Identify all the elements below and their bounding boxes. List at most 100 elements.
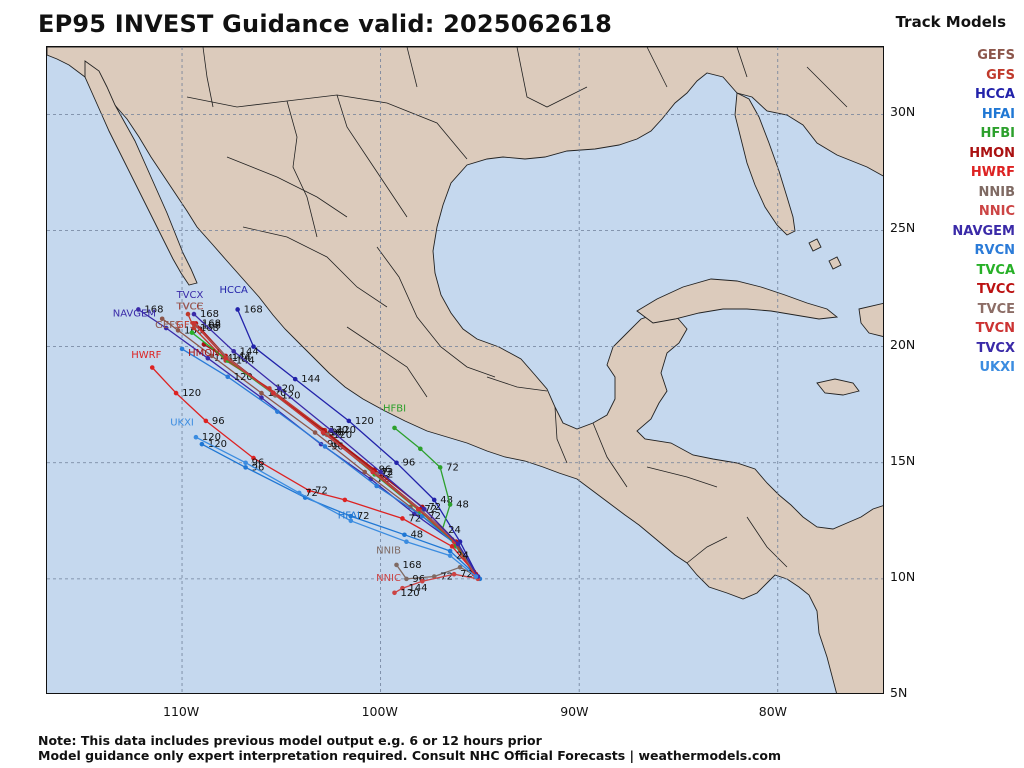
forecast-hour-label: 168 — [402, 560, 421, 571]
forecast-hour-label: 96 — [327, 439, 340, 450]
legend-item-tvcn: TVCN — [975, 321, 1015, 336]
note-line-1: Note: This data includes previous model … — [38, 733, 542, 748]
forecast-hour-label: 48 — [410, 530, 423, 541]
land-baja-california — [84, 60, 198, 286]
track-point-navgem-2 — [412, 511, 417, 517]
track-point-hfbi-4 — [437, 465, 443, 470]
lon-label-90w: 90W — [560, 704, 589, 719]
forecast-hour-label: 168 — [200, 309, 219, 320]
forecast-hour-label: 120 — [208, 439, 227, 450]
track-point-nnic-3 — [400, 585, 405, 591]
forecast-hour-label: 96 — [212, 416, 225, 427]
lat-lon-grid — [47, 47, 883, 693]
track-point-rvcn-3 — [374, 483, 379, 489]
map-panel[interactable]: 7296144168961201689612016848961201441684… — [46, 46, 884, 694]
map-model-label-hfai: HFAI — [338, 510, 360, 521]
note-line-2: Model guidance only expert interpretatio… — [38, 748, 781, 763]
track-point-nnic-2 — [420, 578, 425, 584]
track-point-nnib-1 — [457, 564, 463, 570]
track-point-navgem-7 — [163, 325, 169, 331]
legend-item-hfbi: HFBI — [980, 126, 1015, 141]
political-borders — [186, 47, 848, 568]
track-point-tvcx-2 — [421, 506, 427, 512]
track-point-ukxi-0 — [473, 574, 479, 579]
forecast-hour-label: 168 — [202, 321, 221, 332]
legend-item-tvce: TVCE — [977, 301, 1015, 317]
track-point-hwrf-3 — [342, 497, 348, 503]
track-point-ukxi-3 — [348, 518, 354, 524]
legend-item-navgem: NAVGEM — [952, 223, 1015, 239]
land-hispaniola — [858, 302, 883, 337]
forecast-hour-label: 72 — [357, 511, 370, 522]
forecast-hour-label: 96 — [329, 428, 342, 439]
page-title: EP95 INVEST Guidance valid: 2025062618 — [38, 10, 613, 38]
track-point-hcca-6 — [251, 344, 256, 349]
forecast-hour-label: 24 — [456, 551, 469, 562]
map-model-label-navgem: NAVGEM — [113, 308, 156, 319]
track-point-tvcx-5 — [277, 386, 282, 391]
track-point-hfbi-6 — [392, 425, 397, 431]
track-point-nnib-4 — [394, 562, 399, 568]
lat-label-30n: 30N — [890, 104, 916, 120]
forecast-hour-label: 96 — [331, 428, 344, 439]
track-line-hcca — [237, 309, 479, 577]
forecast-hour-label: 72 — [428, 502, 441, 513]
legend-item-rvcn: RVCN — [974, 243, 1016, 258]
legend: GEFS GFS HCCA HFAI HFBI HMON HWRF NNIB NNIC NAVGE… — [952, 46, 1015, 378]
forecast-hour-label: 120 — [333, 430, 352, 441]
track-point-gefs-3 — [362, 469, 368, 475]
forecast-hour-label: 96 — [252, 462, 265, 473]
track-point-tvcn-4 — [320, 430, 326, 435]
track-point-hfai-3 — [348, 513, 354, 519]
track-point-hfai-2 — [402, 532, 407, 538]
legend-item-nnib: NNIB — [978, 184, 1015, 200]
track-point-tvcx-1 — [455, 541, 461, 547]
track-point-tvcn-3 — [370, 469, 375, 475]
forecast-hour-label: 144 — [232, 353, 251, 364]
forecast-hour-label: 72 — [440, 572, 453, 583]
track-point-ukxi-6 — [193, 434, 199, 440]
lon-label-100w: 100W — [361, 704, 398, 719]
track-point-hwrf-8 — [149, 365, 155, 370]
map-canvas[interactable]: 7296144168961201689612016848961201441684… — [47, 47, 884, 694]
map-model-label-hwrf: HWRF — [131, 350, 161, 361]
track-point-gefs-6 — [209, 353, 215, 359]
track-point-gefs-7 — [175, 328, 181, 333]
lat-label-25n: 25N — [890, 220, 916, 236]
track-point-rvcn-6 — [225, 374, 231, 380]
track-point-hfai-6 — [199, 441, 205, 447]
forecast-hour-label: 96 — [412, 574, 425, 585]
forecast-hour-label: 120 — [202, 432, 221, 443]
forecast-hour-label: 144 — [301, 374, 320, 385]
forecast-hour-label: 120 — [275, 383, 294, 394]
lat-label-15n: 15N — [890, 452, 916, 468]
track-point-nnic-1 — [451, 571, 457, 577]
legend-item-hcca: HCCA — [974, 87, 1015, 102]
legend-item-ukxi: UKXI — [979, 360, 1016, 375]
legend-item-gefs: GEFS — [977, 48, 1015, 63]
track-point-gefs-4 — [312, 430, 318, 435]
map-model-label-ukxi: UKXI — [170, 418, 194, 429]
forecast-hour-label: 48 — [440, 495, 453, 506]
track-point-hcca-3 — [394, 460, 399, 466]
track-point-tvcx-4 — [328, 427, 334, 433]
forecast-hour-label: 72 — [446, 462, 459, 473]
track-point-tvcx-3 — [378, 469, 383, 475]
track-point-hfai-1 — [447, 548, 453, 554]
footer-note: Note: This data includes previous model … — [38, 733, 781, 763]
track-point-hwrf-1 — [449, 544, 455, 549]
track-point-gefs-5 — [259, 390, 264, 396]
legend-title: Track Models — [895, 13, 1006, 31]
forecast-hour-label: 120 — [234, 372, 253, 383]
forecast-hour-label: 144 — [232, 351, 251, 362]
lon-label-110w: 110W — [163, 704, 200, 719]
land-bahamas — [808, 238, 842, 270]
track-point-tvcn-5 — [271, 390, 276, 396]
lat-label-20n: 20N — [890, 336, 916, 352]
track-point-ukxi-2 — [404, 539, 409, 545]
